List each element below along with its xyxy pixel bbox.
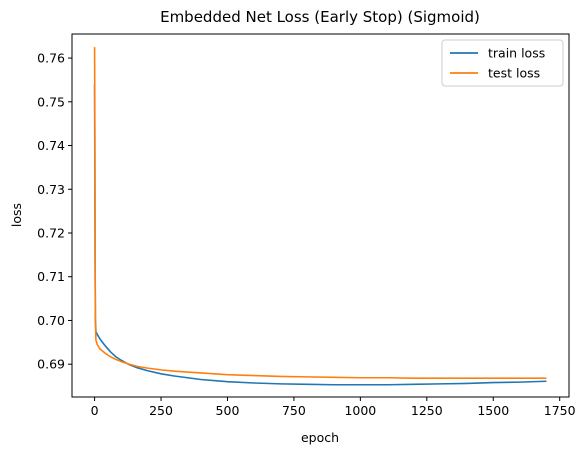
x-axis: 0 250 500 750 1000 1250 1500 1750 <box>91 397 576 418</box>
x-tick-label: 750 <box>282 403 306 418</box>
legend-box <box>441 39 564 87</box>
y-tick-label: 0.76 <box>37 51 65 66</box>
y-tick-label: 0.74 <box>37 138 65 153</box>
y-axis-label: loss <box>9 203 24 227</box>
y-tick-label: 0.69 <box>37 357 65 372</box>
legend-label: train loss <box>488 46 545 61</box>
x-tick-label: 1250 <box>411 403 443 418</box>
x-tick-label: 1000 <box>344 403 376 418</box>
x-axis-label: epoch <box>301 430 339 445</box>
x-tick-label: 250 <box>149 403 173 418</box>
x-tick-label: 1500 <box>477 403 509 418</box>
y-tick-label: 0.72 <box>37 225 65 240</box>
x-tick-label: 1750 <box>544 403 576 418</box>
y-tick-label: 0.75 <box>37 94 65 109</box>
legend: train loss test loss <box>441 39 564 87</box>
y-axis: 0.69 0.70 0.71 0.72 0.73 0.74 0.75 0.76 <box>37 51 72 372</box>
y-tick-label: 0.70 <box>37 313 65 328</box>
chart-title: Embedded Net Loss (Early Stop) (Sigmoid) <box>160 8 480 26</box>
y-tick-label: 0.73 <box>37 182 65 197</box>
x-tick-label: 500 <box>216 403 240 418</box>
plot-area <box>93 47 547 386</box>
series-line-train-loss <box>93 84 547 386</box>
x-tick-label: 0 <box>91 403 99 418</box>
y-tick-label: 0.71 <box>37 269 65 284</box>
legend-label: test loss <box>488 66 540 81</box>
series-line-test-loss <box>93 47 547 379</box>
axes-frame <box>71 33 570 398</box>
series-layer <box>93 47 547 386</box>
